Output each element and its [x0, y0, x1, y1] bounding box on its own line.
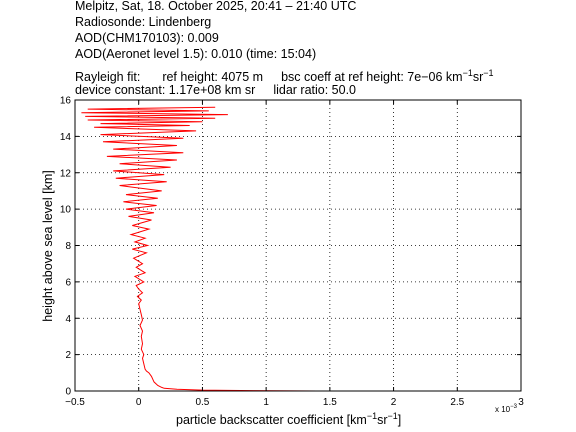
device-constant: device constant: 1.17e+08 km sr	[75, 83, 256, 97]
series-layer	[81, 106, 318, 392]
x-tick-label: 1.5	[323, 397, 337, 408]
y-tick-label: 10	[60, 205, 72, 216]
x-tick-label: 1	[263, 397, 269, 408]
y-tick-label: 8	[65, 241, 71, 252]
title-line-aod-aeronet: AOD(Aeronet level 1.5): 0.010 (time: 15:…	[75, 47, 317, 61]
x-tick-label: 2.5	[450, 397, 464, 408]
x-tick-label: 0	[136, 397, 142, 408]
bsc-coeff: bsc coeff at ref height: 7e−06 km−1sr−1	[281, 68, 494, 85]
x-axis-multiplier: x 10−3	[495, 404, 518, 414]
grid	[75, 100, 521, 391]
title-line-aod-chm: AOD(CHM170103): 0.009	[75, 31, 219, 45]
y-axis-label: height above sea level [km]	[41, 170, 55, 321]
title-line-site-date: Melpitz, Sat, 18. October 2025, 20:41 – …	[75, 0, 357, 13]
rayleigh-label: Rayleigh fit:	[75, 70, 141, 85]
x-tick-label: 2	[391, 397, 397, 408]
y-tick-label: 6	[65, 277, 71, 288]
y-tick-label: 4	[65, 314, 71, 325]
y-tick-label: 0	[65, 387, 71, 398]
lidar-ratio: lidar ratio: 50.0	[273, 83, 356, 97]
x-tick-label: 0.5	[195, 397, 209, 408]
title-line-rayleigh-fit: Rayleigh fit: ref height: 4075 m bsc coeff…	[75, 65, 494, 85]
ref-height: ref height: 4075 m	[162, 70, 264, 85]
x-tick-label: −0.5	[65, 397, 85, 408]
backscatter-profile-line	[81, 106, 318, 392]
y-tick-label: 14	[60, 132, 72, 143]
title-line-radiosonde: Radiosonde: Lindenberg	[75, 15, 212, 29]
x-tick-label: 3	[518, 397, 524, 408]
y-tick-label: 2	[65, 350, 71, 361]
y-tick-label: 16	[60, 96, 72, 107]
x-axis-label: particle backscatter coefficient [km−1sr…	[176, 411, 401, 427]
y-tick-label: 12	[60, 168, 72, 179]
title-line-device-constant: device constant: 1.17e+08 km sr lidar rat…	[75, 82, 356, 98]
